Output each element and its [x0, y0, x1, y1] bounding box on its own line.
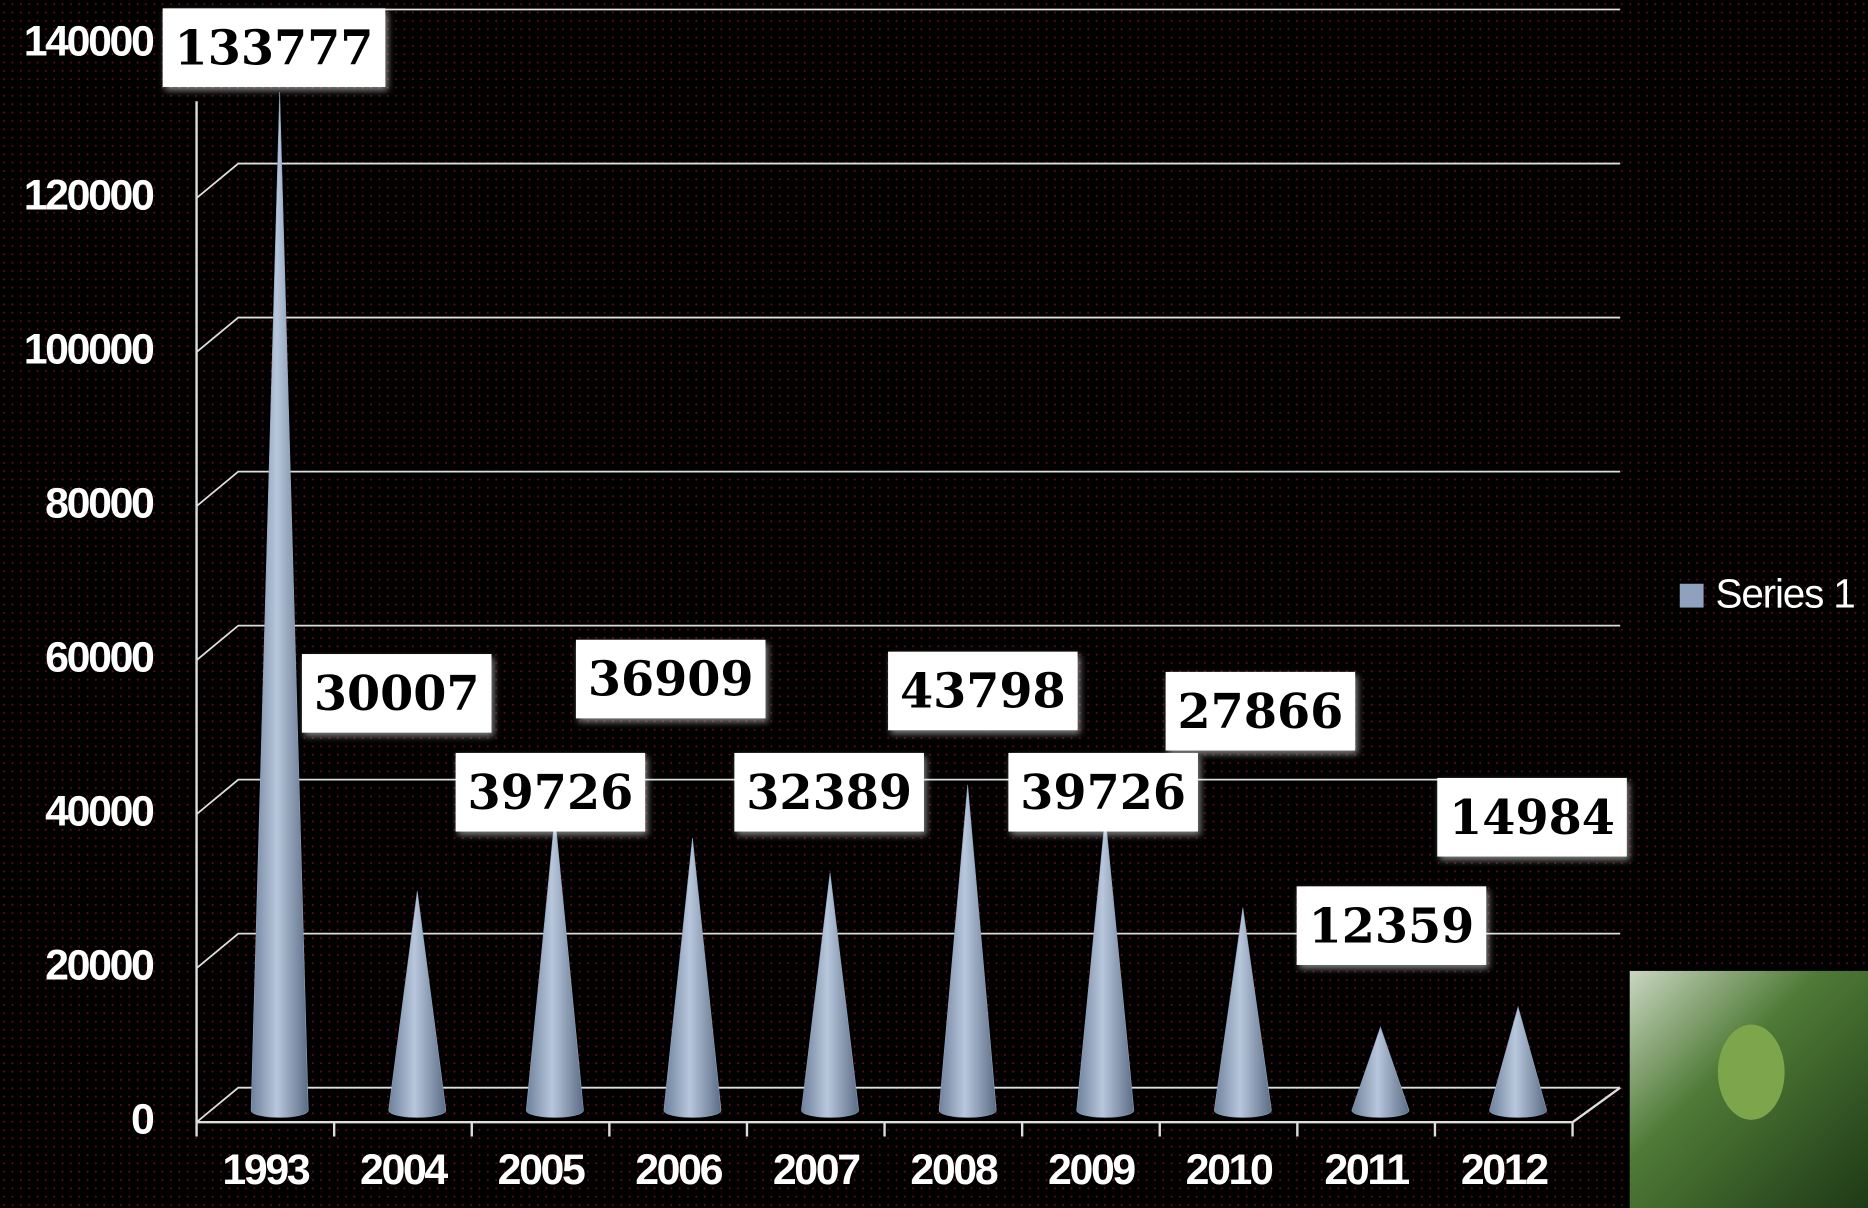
grid-line: [196, 316, 1621, 353]
data-label-text: 32389: [746, 765, 912, 821]
data-label-text: 36909: [588, 652, 754, 708]
data-label-text: 12359: [1309, 898, 1475, 954]
y-tick-label: 120000: [24, 171, 154, 219]
data-label-text: 30007: [314, 666, 480, 722]
x-tick-label: 2006: [635, 1146, 722, 1194]
data-label-text: 43798: [900, 664, 1066, 720]
data-label: 39726: [455, 752, 646, 832]
data-label-text: 27866: [1178, 684, 1344, 740]
data-label: 27866: [1165, 671, 1356, 751]
x-tick-label: 1993: [222, 1146, 309, 1194]
data-label-box: [1008, 752, 1198, 832]
cone: [1213, 907, 1272, 1118]
grid-line: [196, 162, 1621, 199]
grid-line: [196, 1086, 1621, 1123]
cone: [663, 837, 722, 1118]
y-tick-label: 140000: [24, 17, 154, 65]
x-tick-label: 2009: [1048, 1146, 1135, 1194]
grid-line: [196, 470, 1621, 507]
cone: [1489, 1005, 1547, 1118]
x-tick-label: 2004: [360, 1146, 448, 1194]
data-label-box: [1296, 886, 1487, 965]
grid-line: [196, 624, 1621, 661]
legend-label: Series 1: [1716, 571, 1855, 617]
y-tick-label: 100000: [24, 325, 154, 373]
photo-fruit: [1717, 1024, 1785, 1120]
y-tick-label: 40000: [45, 788, 154, 836]
data-label-box: [734, 752, 924, 832]
x-tick-label: 2012: [1461, 1146, 1548, 1194]
cone: [525, 816, 584, 1118]
x-tick-label: 2007: [773, 1146, 859, 1194]
cone: [1351, 1026, 1410, 1118]
data-label-box: [888, 651, 1078, 731]
data-label: 14984: [1437, 777, 1627, 857]
data-label: 36909: [575, 639, 766, 719]
cone: [801, 872, 859, 1118]
data-label: 133777: [162, 8, 386, 87]
data-label: 39726: [1008, 752, 1198, 832]
cone: [1076, 816, 1135, 1118]
y-tick-label: 80000: [45, 479, 154, 527]
x-tick-label: 2005: [498, 1146, 585, 1194]
data-label: 12359: [1296, 886, 1487, 965]
data-label-text: 39726: [468, 765, 634, 821]
legend-swatch: [1679, 583, 1704, 608]
data-label-box: [1165, 671, 1356, 751]
grid-line: [196, 932, 1621, 969]
y-tick-label: 20000: [45, 942, 154, 990]
data-label: 43798: [888, 651, 1078, 731]
data-label: 32389: [734, 752, 924, 832]
data-label-box: [575, 639, 766, 719]
y-tick-label: 60000: [45, 633, 154, 681]
data-label-box: [1437, 777, 1627, 857]
x-tick-label: 2010: [1186, 1146, 1273, 1194]
data-label-text: 14984: [1449, 790, 1615, 846]
data-label-text: 133777: [175, 20, 374, 76]
x-tick-label: 2008: [910, 1146, 997, 1194]
x-axis-depth: [1571, 1086, 1621, 1124]
data-label-text: 39726: [1020, 765, 1186, 821]
data-label: 30007: [301, 654, 492, 733]
x-tick-label: 2011: [1324, 1146, 1409, 1194]
data-label-box: [301, 654, 492, 733]
data-label-box: [455, 752, 646, 832]
y-tick-label: 0: [131, 1096, 154, 1144]
cone: [250, 91, 309, 1118]
cone: [938, 784, 997, 1118]
cone: [388, 891, 447, 1118]
data-label-box: [162, 8, 386, 87]
